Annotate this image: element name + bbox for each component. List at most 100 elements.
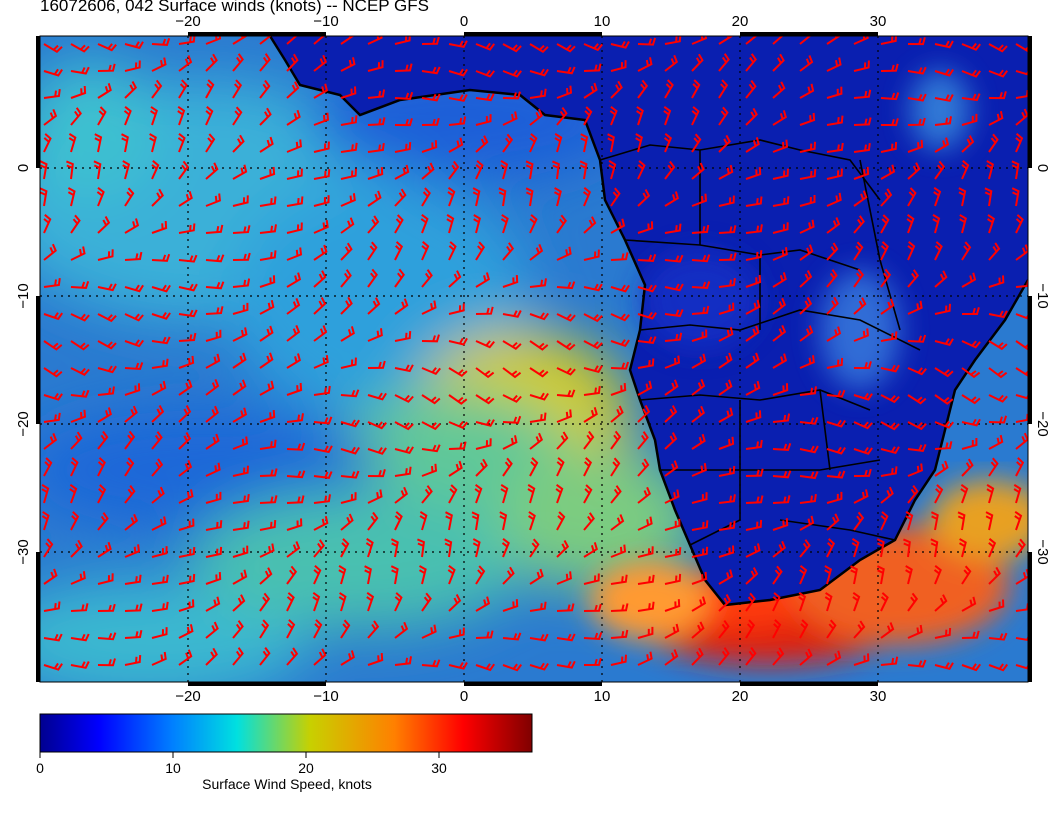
wind-barb <box>1015 70 1028 76</box>
wind-barb <box>962 307 980 315</box>
wind-barb <box>70 66 90 75</box>
wind-barb <box>232 352 247 369</box>
wind-barb <box>826 86 843 99</box>
axis-bar <box>1028 552 1032 682</box>
wind-barb <box>556 389 576 398</box>
wind-barb <box>313 297 327 315</box>
wind-barb <box>394 621 409 639</box>
wind-barb <box>556 457 565 477</box>
wind-barb <box>312 591 321 612</box>
wind-barb <box>97 216 111 234</box>
wind-barb <box>636 106 644 126</box>
wind-barb <box>313 445 333 454</box>
wind-barb <box>934 303 951 315</box>
axis-bar <box>740 32 878 36</box>
wind-barb <box>367 511 379 531</box>
wind-barb <box>583 573 600 585</box>
axis-bar <box>1028 36 1032 168</box>
wind-barb <box>907 117 926 126</box>
wind-barb <box>475 340 495 349</box>
wind-barb <box>583 340 603 350</box>
wind-barb <box>205 520 223 531</box>
wind-barb <box>934 68 954 77</box>
wind-barb <box>718 594 732 612</box>
wind-barb <box>772 297 787 315</box>
wind-barb <box>851 538 860 558</box>
wind-barb <box>365 538 374 558</box>
wind-barb <box>529 244 544 261</box>
wind-barb <box>445 511 453 531</box>
wind-barb <box>475 438 492 450</box>
wind-barb <box>583 484 593 504</box>
wind-barb <box>988 242 1001 261</box>
wind-barb <box>448 441 467 450</box>
wind-barb <box>745 167 762 180</box>
wind-barb <box>635 133 643 153</box>
wind-barb <box>394 592 403 612</box>
wind-barb <box>853 297 867 315</box>
wind-barb <box>43 243 57 261</box>
wind-barb <box>313 416 333 425</box>
colorbar-tick-label: 30 <box>431 760 447 776</box>
wind-barb <box>97 430 109 450</box>
wind-barb <box>637 358 655 369</box>
wind-barb <box>772 53 785 72</box>
wind-barb <box>502 275 519 288</box>
lat-tick-right: −20 <box>1034 411 1051 437</box>
wind-barb <box>637 546 654 558</box>
wind-barb <box>124 362 144 371</box>
wind-barb <box>826 242 839 261</box>
wind-barb <box>556 246 572 261</box>
wind-barb <box>313 385 331 396</box>
wind-barb <box>70 431 83 450</box>
wind-barb <box>664 309 684 318</box>
wind-barb <box>67 187 76 207</box>
wind-barb <box>70 214 81 234</box>
wind-barb <box>448 68 468 77</box>
wind-barb <box>718 278 736 288</box>
wind-barb <box>529 68 549 77</box>
wind-barb <box>718 352 733 369</box>
axis-bar <box>188 682 326 686</box>
wind-barb <box>556 431 569 450</box>
wind-barb <box>745 224 763 234</box>
wind-barb <box>421 394 441 405</box>
wind-barb <box>500 484 509 504</box>
wind-barb <box>907 334 927 343</box>
wind-barb <box>364 565 372 585</box>
wind-barb <box>664 223 682 234</box>
wind-barb <box>286 413 304 423</box>
lon-tick-bottom: 0 <box>459 688 469 705</box>
wind-barb <box>583 106 593 126</box>
wind-barb <box>637 405 651 423</box>
wind-barb <box>501 538 510 558</box>
wind-barb <box>313 565 322 585</box>
wind-barb <box>151 574 169 585</box>
wind-barb <box>367 469 386 478</box>
wind-barb <box>745 36 758 45</box>
lon-tick-top: 30 <box>869 13 887 30</box>
wind-barb <box>178 309 198 318</box>
wind-barb <box>448 627 465 639</box>
wind-barb <box>772 36 784 45</box>
wind-barb <box>525 160 534 180</box>
wind-barb <box>178 191 193 207</box>
wind-barb <box>475 596 491 612</box>
wind-barb <box>826 419 846 428</box>
wind-barb <box>502 91 521 100</box>
wind-barb <box>664 649 679 666</box>
wind-barb <box>853 241 864 261</box>
wind-barb <box>43 662 63 671</box>
wind-barb <box>988 43 1008 53</box>
wind-barb <box>97 541 112 558</box>
wind-barb <box>853 190 868 207</box>
wind-barb <box>70 313 90 322</box>
wind-barb <box>259 275 276 288</box>
wind-barb <box>340 57 356 72</box>
wind-barb <box>556 540 570 558</box>
wind-barb <box>556 603 575 612</box>
wind-barb <box>799 648 813 666</box>
colorbar-title: Surface Wind Speed, knots <box>202 776 372 792</box>
wind-barb <box>367 360 386 369</box>
wind-barb <box>122 160 131 180</box>
